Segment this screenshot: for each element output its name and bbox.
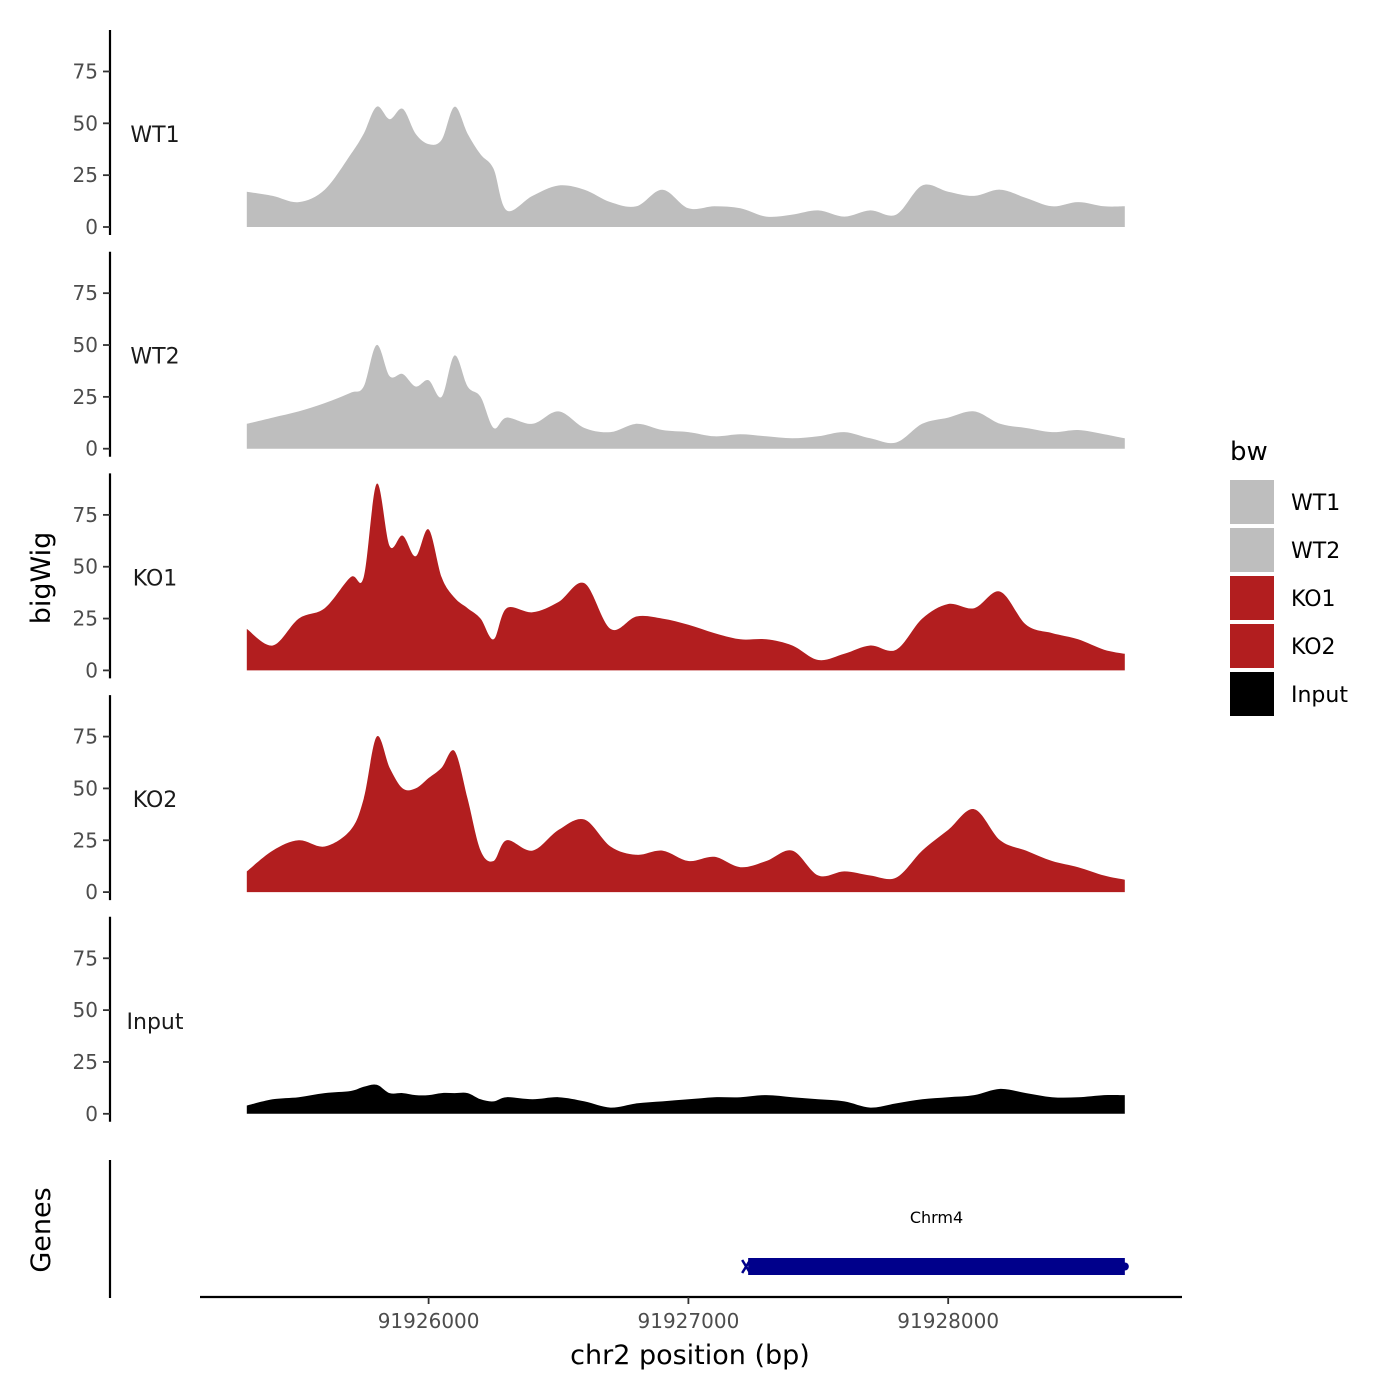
track-wt1: 0 25 50 75 WT1 [73,30,1125,239]
gene-chrm4: Chrm4 [741,1208,1129,1275]
track-wt2: 0 25 50 75 WT2 [73,251,1125,461]
area-input [246,1084,1125,1114]
area-ko1 [246,483,1125,671]
track-panels: 0 25 50 75 WT1 0 25 50 75 WT2 0 25 50 75 KO1 0 25 50 75 KO2… [73,30,1125,1126]
y-tick-label: 0 [85,215,98,239]
y-tick-label: 75 [73,946,98,970]
y-tick-label: 75 [73,503,98,527]
legend-label: WT1 [1291,491,1340,516]
track-label-ko1: KO1 [133,566,178,591]
area-wt1 [246,106,1125,227]
track-label-ko2: KO2 [133,788,178,813]
legend-label: WT2 [1291,539,1340,564]
y-tick-label: 0 [85,437,98,461]
strand-marker [741,1259,752,1274]
track-input: 0 25 50 75 Input [73,916,1125,1126]
y-tick-label: 25 [73,828,98,852]
legend-item-ko1: KO1 [1230,576,1336,620]
y-tick-label: 0 [85,658,98,682]
x-axis: 91926000 91927000 91928000 [200,1295,1182,1333]
y-tick-label: 25 [73,1050,98,1074]
y-tick-label: 0 [85,1102,98,1126]
genes-panel: Chrm4 [108,1160,1129,1298]
y-tick-label: 50 [73,998,98,1022]
x-tick-label: 91926000 [378,1309,480,1333]
x-tick-label: 91927000 [638,1309,740,1333]
x-axis-title: chr2 position (bp) [570,1340,810,1371]
legend-item-wt1: WT1 [1230,480,1340,524]
legend-label: KO2 [1291,635,1336,660]
x-tick-label: 91928000 [897,1309,999,1333]
track-label-input: Input [127,1010,184,1035]
track-ko1: 0 25 50 75 KO1 [73,473,1125,682]
y-tick-label: 25 [73,385,98,409]
gene-body [748,1258,1125,1275]
legend-item-wt2: WT2 [1230,528,1340,572]
y-tick-label: 50 [73,111,98,135]
legend-item-ko2: KO2 [1230,624,1336,668]
y-tick-label: 25 [73,607,98,631]
area-wt2 [246,344,1125,449]
genes-axis-title: Genes [26,1187,57,1272]
y-axis-title: bigWig [26,532,57,625]
y-tick-label: 75 [73,59,98,83]
y-tick-label: 50 [73,776,98,800]
y-tick-label: 25 [73,163,98,187]
legend-label: Input [1291,683,1348,708]
area-ko2 [246,735,1125,893]
y-tick-label: 0 [85,880,98,904]
legend-label: KO1 [1291,587,1336,612]
legend-title: bw [1230,437,1268,467]
legend-swatch [1230,624,1274,668]
legend: bw WT1 WT2 KO1 KO2 Input [1230,437,1348,716]
legend-swatch [1230,576,1274,620]
legend-swatch [1230,480,1274,524]
legend-swatch [1230,672,1274,716]
track-label-wt1: WT1 [130,123,179,148]
legend-swatch [1230,528,1274,572]
y-tick-label: 50 [73,333,98,357]
y-tick-label: 75 [73,725,98,749]
gene-end-marker [1120,1262,1129,1271]
track-label-wt2: WT2 [130,345,179,370]
track-ko2: 0 25 50 75 KO2 [73,695,1125,904]
y-tick-label: 50 [73,555,98,579]
y-tick-label: 75 [73,281,98,305]
legend-item-input: Input [1230,672,1348,716]
gene-label: Chrm4 [910,1208,963,1227]
